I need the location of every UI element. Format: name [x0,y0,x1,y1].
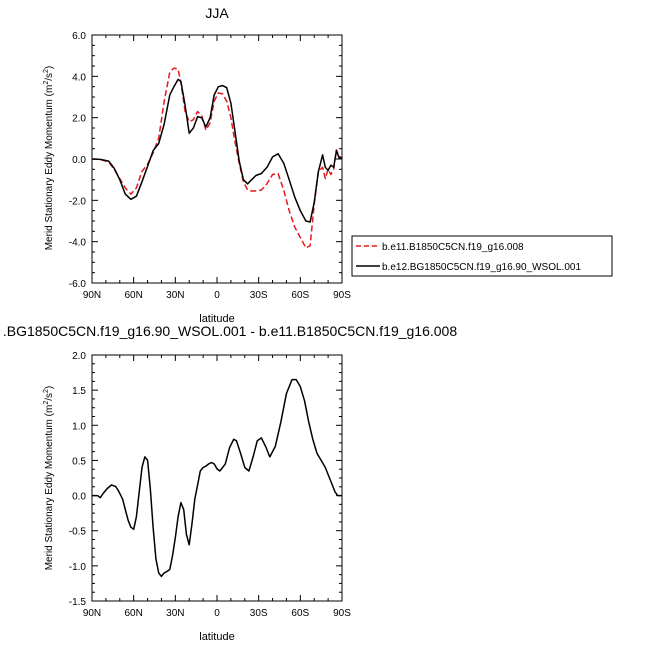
chart-bottom-y-axis-label-text: Merid Stationary Eddy Momentum (m [44,405,55,571]
chart-top-y-tick-label: -2.0 [69,196,87,207]
chart-bottom-y-axis-label: Merid Stationary Eddy Momentum (m2/s2) [43,386,55,571]
chart-bottom-x-tick-label: 90N [83,608,101,619]
chart-top-x-axis-label: latitude [199,313,234,325]
chart-bottom-series-line-1 [92,378,342,578]
chart-top-series [91,67,342,249]
chart-bottom-x-tick-label: 30S [250,608,268,619]
chart-bottom-plot-area [91,354,343,602]
chart-top-title: JJA [205,5,229,21]
legend-entry-series-1: b.e11.B1850C5CN.f19_g16.008 [382,242,524,253]
chart-bottom-y-tick-label: 0.5 [72,456,86,467]
chart-top-y-tick-label: -4.0 [69,238,87,249]
chart-bottom-y-tick-label: -0.5 [69,527,87,538]
chart-bottom-x-tick-label: 30N [166,608,184,619]
legend-box [351,235,613,277]
chart-top-x-tick-label: 0 [214,290,220,301]
chart-top-series-line-1 [91,67,342,249]
chart-top-y-tick-label: 4.0 [72,72,86,83]
chart-top: JJA 90N 60N 30N 0 30S 60S 90S -6.0 -4.0 -2.0 0.0 2.… [43,5,613,325]
chart-top-y-tick-label: 2.0 [72,114,86,125]
legend-entry-series-2: b.e12.BG1850C5CN.f19_g16.90_WSOL.001 [382,262,581,273]
chart-bottom-y-axis-label-exp2: 2 [43,389,50,393]
chart-bottom-ticks: 90N 60N 30N 0 30S 60S 90S -1.5 -1.0 -0.5 0.0 0.5 1.0… [69,351,351,619]
chart-top-x-tick-label: 90N [83,290,101,301]
chart-bottom-y-tick-label: -1.0 [69,562,87,573]
chart-bottom-x-tick-label: 60N [124,608,142,619]
chart-bottom-x-tick-label: 60S [291,608,309,619]
chart-top-x-tick-label: 30S [250,290,268,301]
chart-bottom-y-tick-label: 1.5 [72,386,86,397]
chart-top-x-tick-label: 90S [333,290,351,301]
chart-bottom-x-tick-label: 90S [333,608,351,619]
chart-top-legend: b.e11.B1850C5CN.f19_g16.008 b.e12.BG1850… [351,235,613,277]
chart-bottom-y-tick-label: -1.5 [69,597,87,608]
chart-top-series-line-2 [91,78,342,223]
chart-top-y-axis-label: Merid Stationary Eddy Momentum (m2/s2) [43,66,55,251]
chart-bottom-x-axis-label: latitude [199,631,234,643]
chart-top-x-tick-label: 30N [166,290,184,301]
chart-top-y-axis-label-text: Merid Stationary Eddy Momentum (m [44,85,55,251]
chart-top-y-tick-label: 6.0 [72,31,86,42]
chart-top-ticks: 90N 60N 30N 0 30S 60S 90S -6.0 -4.0 -2.0 0.0 2.0 4.0… [69,31,351,301]
chart-top-y-axis-label-exp1: 2 [43,81,50,85]
chart-top-y-axis-label-mid: /s [44,73,55,81]
chart-top-y-tick-label: -6.0 [69,279,87,290]
chart-top-y-axis-label-end: ) [44,66,55,69]
chart-bottom-y-axis-label-end: ) [44,386,55,389]
chart-bottom-y-axis-label-exp1: 2 [43,401,50,405]
chart-top-y-axis-label-exp2: 2 [43,69,50,73]
chart-top-y-tick-label: 0.0 [72,155,86,166]
chart-bottom: .BG1850C5CN.f19_g16.90_WSOL.001 - b.e11.… [3,323,457,643]
chart-bottom-y-axis-label-mid: /s [44,393,55,401]
chart-top-x-tick-label: 60S [291,290,309,301]
chart-bottom-y-tick-label: 0.0 [72,492,86,503]
chart-bottom-frame [91,354,343,602]
chart-bottom-series [92,378,342,578]
chart-bottom-x-tick-label: 0 [214,608,220,619]
chart-top-x-tick-label: 60N [124,290,142,301]
chart-bottom-y-tick-label: 1.0 [72,421,86,432]
chart-bottom-y-tick-label: 2.0 [72,351,86,362]
chart-bottom-title: .BG1850C5CN.f19_g16.90_WSOL.001 - b.e11.… [3,323,457,339]
